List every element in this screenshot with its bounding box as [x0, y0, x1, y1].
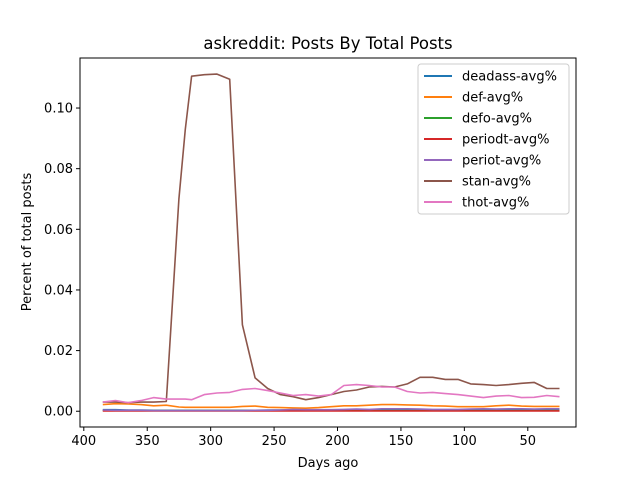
series-layer	[102, 73, 560, 412]
x-axis-label: Days ago	[298, 456, 359, 471]
series-line-def-avg	[102, 402, 560, 410]
y-tick-label: 0.00	[44, 405, 73, 420]
legend-label: deadass-avg%	[462, 70, 557, 85]
x-tick-label: 150	[389, 434, 414, 449]
legend: deadass-avg% def-avg% defo-avg% periodt-avg…	[417, 63, 570, 215]
y-tick-label: 0.08	[44, 162, 73, 177]
x-tick-label: 50	[520, 434, 537, 449]
x-tick-label: 300	[198, 434, 223, 449]
legend-label: periodt-avg%	[462, 133, 549, 148]
legend-label: periot-avg%	[462, 154, 541, 169]
x-tick-label: 100	[452, 434, 477, 449]
y-tick-label: 0.10	[44, 102, 73, 117]
x-tick-label: 350	[135, 434, 160, 449]
legend-box	[417, 63, 570, 215]
legend-label: def-avg%	[462, 91, 523, 106]
chart-title: askreddit: Posts By Total Posts	[203, 34, 452, 53]
x-tick-label: 400	[71, 434, 96, 449]
axis-ticks: 400 350 300 250 200 150 100 50 0.00 0.02 0.04 0.06 0…	[44, 102, 536, 449]
x-tick-label: 200	[325, 434, 350, 449]
y-tick-label: 0.06	[44, 223, 73, 238]
y-tick-label: 0.02	[44, 344, 73, 359]
series-line-periot-avg	[102, 407, 560, 412]
axes-frame	[79, 57, 577, 428]
legend-label: defo-avg%	[462, 112, 532, 127]
legend-label: thot-avg%	[462, 196, 529, 211]
series-line-thot-avg	[102, 383, 560, 404]
y-axis-label: Percent of total posts	[20, 173, 35, 312]
legend-label: stan-avg%	[462, 175, 531, 190]
y-tick-label: 0.04	[44, 283, 73, 298]
x-tick-label: 250	[262, 434, 287, 449]
